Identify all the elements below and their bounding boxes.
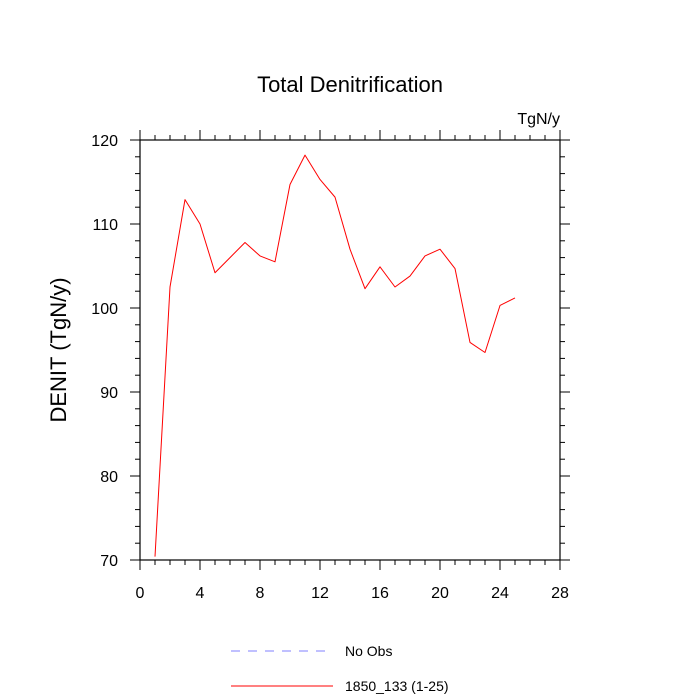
x-tick-label: 24 xyxy=(491,585,509,602)
legend-label: 1850_133 (1-25) xyxy=(345,678,449,694)
tick-labels: 0 4 8 12 16 20 24 28 70 80 90 100 110 120 xyxy=(91,133,569,602)
x-tick-label: 20 xyxy=(431,585,449,602)
x-tick-label: 28 xyxy=(551,585,569,602)
legend: No Obs 1850_133 (1-25) xyxy=(231,643,449,694)
chart-title: Total Denitrification xyxy=(257,72,443,97)
units-label: TgN/y xyxy=(517,111,560,128)
series-line xyxy=(154,154,516,557)
y-tick-label: 90 xyxy=(100,385,118,402)
x-tick-label: 16 xyxy=(371,585,389,602)
legend-label: No Obs xyxy=(345,643,392,659)
y-tick-label: 100 xyxy=(91,301,118,318)
plot-frame xyxy=(139,139,561,561)
x-tick-label: 0 xyxy=(136,585,145,602)
y-tick-label: 80 xyxy=(100,469,118,486)
axis-ticks xyxy=(130,130,570,570)
x-tick-label: 4 xyxy=(196,585,205,602)
series-layer xyxy=(154,154,516,557)
y-tick-label: 110 xyxy=(92,217,118,234)
x-tick-label: 8 xyxy=(256,585,265,602)
y-tick-label: 70 xyxy=(100,553,118,570)
y-axis-label: DENIT (TgN/y) xyxy=(46,277,71,422)
y-tick-label: 120 xyxy=(91,133,118,150)
x-tick-label: 12 xyxy=(311,585,329,602)
